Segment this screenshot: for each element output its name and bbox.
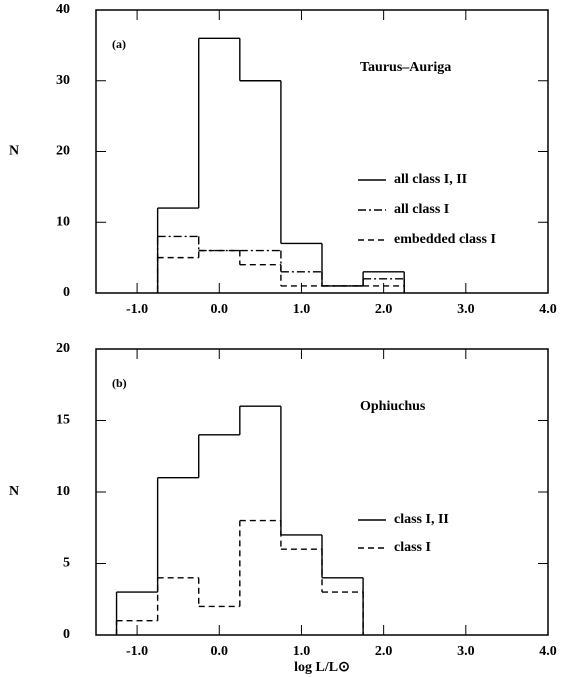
x-axis-label: log L/L⊙ [294, 660, 350, 675]
y-tick-label: 40 [56, 2, 70, 17]
panel-label: (a) [112, 37, 126, 51]
x-tick-label: 0.0 [211, 644, 229, 659]
y-tick-label: 0 [63, 285, 70, 300]
x-tick-label: 3.0 [457, 302, 475, 317]
y-tick-label: 0 [63, 627, 70, 642]
legend-label: class I, II [394, 512, 449, 527]
x-tick-label: 1.0 [293, 644, 311, 659]
panel-label: (b) [112, 376, 127, 390]
x-tick-label: 4.0 [539, 644, 557, 659]
y-tick-label: 20 [56, 144, 70, 159]
panel-annotation: Taurus–Auriga [360, 60, 451, 75]
x-tick-label: 2.0 [375, 644, 393, 659]
legend-label: embedded class I [394, 232, 496, 247]
legend-label: all class I, II [394, 172, 467, 187]
legend-label: all class I [394, 202, 449, 217]
x-tick-label: 3.0 [457, 644, 475, 659]
y-tick-label: 5 [63, 556, 70, 571]
panel-annotation: Ophiuchus [360, 399, 426, 414]
x-tick-label: 1.0 [293, 302, 311, 317]
y-tick-label: 30 [56, 73, 70, 88]
x-tick-label: -1.0 [126, 302, 148, 317]
y-tick-label: 20 [56, 341, 70, 356]
x-tick-label: 0.0 [211, 302, 229, 317]
y-axis-label: N [9, 484, 19, 499]
y-tick-label: 15 [56, 413, 70, 428]
y-tick-label: 10 [56, 214, 70, 229]
x-tick-label: 2.0 [375, 302, 393, 317]
y-axis-label: N [9, 144, 19, 159]
legend-label: class I [394, 540, 431, 555]
y-tick-label: 10 [56, 484, 70, 499]
x-tick-label: -1.0 [126, 644, 148, 659]
x-tick-label: 4.0 [539, 302, 557, 317]
